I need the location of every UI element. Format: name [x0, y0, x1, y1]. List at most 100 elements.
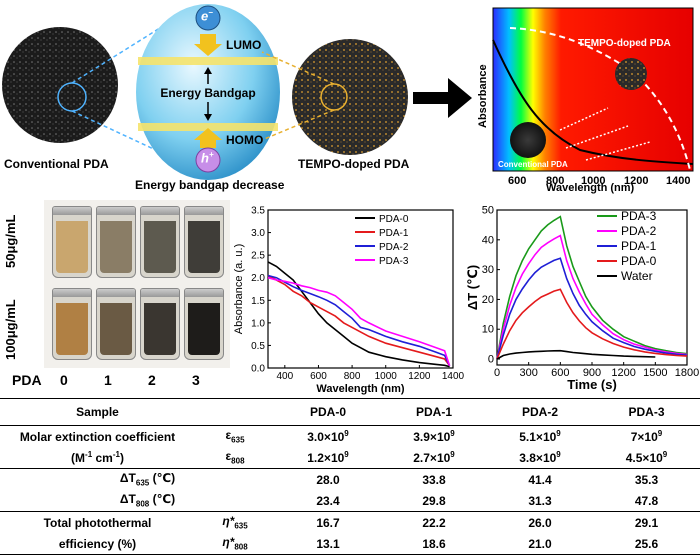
y-tick-label: 0.5	[251, 341, 265, 352]
legend-label: PDA-2	[621, 224, 657, 238]
x-tick-label: 900	[583, 367, 601, 379]
table-cell: 5.1×109	[519, 429, 561, 444]
y-tick-label: 20	[482, 294, 494, 306]
zoom-line-left-bottom	[71, 110, 161, 153]
header-pda0: PDA-0	[309, 405, 346, 419]
inset-tick-1400: 1400	[666, 175, 690, 187]
bandgap-caption: Energy bandgap decrease	[135, 178, 285, 192]
y-tick-label: 1.5	[251, 296, 265, 307]
tempo-pda-label: TEMPO-doped PDA	[298, 157, 410, 171]
series-line-PDA-0	[267, 261, 450, 368]
table-row-eta808: efficiency (%) η*808 13.1 18.6 21.0 25.6	[0, 533, 700, 555]
vials-row1-label: 50μg/mL	[3, 214, 18, 268]
table-row-eta635: Total photothermal η*635 16.7 22.2 26.0 …	[0, 511, 700, 534]
x-tick-label: 1200	[408, 371, 431, 382]
table-row-eps635: Molar extinction coefficient ε635 3.0×10…	[0, 425, 700, 448]
table-cell: 23.4	[316, 493, 340, 508]
plot-frame	[267, 209, 454, 369]
y-tick-label: 10	[482, 324, 494, 336]
dt635-label: ΔT635 (℃)	[119, 471, 176, 488]
series-line-PDA-2	[496, 234, 688, 360]
efficiency-label-1: Total photothermal	[43, 515, 152, 530]
vial-2-0	[52, 288, 92, 360]
inset-tick-1000: 1000	[581, 175, 605, 187]
legend-label: PDA-0	[379, 214, 409, 225]
series-line-PDA-2	[267, 274, 451, 367]
energy-sphere	[136, 4, 280, 180]
y-tick-label: 50	[482, 205, 494, 217]
x-tick-label: 1400	[442, 371, 465, 382]
conventional-pda-label: Conventional PDA	[4, 157, 109, 171]
vials-photo: 50μg/mL 100μg/mL PDA 0 1 2 3	[0, 200, 230, 398]
eta808-label: η*808	[222, 535, 248, 552]
table-cell: 21.0	[528, 536, 552, 551]
header-pda3: PDA-3	[628, 405, 665, 419]
vial-sample-3: 3	[192, 372, 200, 388]
table-cell: 1.2×109	[307, 450, 349, 465]
zoom-line-left-top	[71, 27, 161, 84]
homo-band	[138, 123, 278, 131]
y-tick-label: 3.5	[251, 206, 265, 217]
properties-table: Sample PDA-0 PDA-1 PDA-2 PDA-3 Molar ext…	[0, 398, 700, 555]
vial-1-1	[96, 206, 136, 278]
efficiency-label-2: efficiency (%)	[58, 536, 137, 551]
dt808-label: ΔT808 (℃)	[119, 492, 176, 509]
table-cell: 18.6	[422, 536, 446, 551]
vials-axis-label: PDA	[12, 372, 42, 388]
header-pda2: PDA-2	[521, 405, 558, 419]
vial-2-3	[184, 288, 224, 360]
legend-label: Water	[621, 269, 653, 283]
homo-label: HOMO	[226, 133, 264, 147]
table-cell: 7×109	[630, 429, 663, 444]
header-pda1: PDA-1	[415, 405, 452, 419]
series-line-PDA-3	[496, 215, 688, 360]
x-tick-label: 1000	[375, 371, 398, 382]
hole-label: h+	[201, 150, 214, 166]
vial-sample-2: 2	[148, 372, 156, 388]
bandgap-label: Energy Bandgap	[160, 86, 256, 100]
x-axis-label: Time (s)	[567, 377, 617, 392]
eps808-label: ε808	[225, 449, 245, 466]
y-tick-label: 0.0	[251, 364, 265, 375]
series-line-PDA-0	[496, 288, 688, 360]
big-right-arrow-icon	[413, 78, 472, 118]
x-tick-label: 800	[344, 371, 361, 382]
molar-unit: (M-1 cm-1)	[71, 450, 124, 465]
lumo-band	[138, 57, 278, 65]
table-cell: 16.7	[316, 515, 340, 530]
table-cell: 3.0×109	[307, 429, 349, 444]
x-tick-label: 400	[276, 371, 293, 382]
zoom-line-right-top	[261, 51, 335, 85]
tempo-pda-disc	[292, 39, 408, 155]
header-sample: Sample	[76, 405, 119, 419]
lumo-label: LUMO	[226, 38, 262, 52]
inset-tick-800: 800	[546, 175, 564, 187]
y-tick-label: 1.0	[251, 318, 265, 329]
y-axis-label: Absorbance (a. u.)	[233, 244, 245, 335]
table-cell: 13.1	[316, 536, 340, 551]
x-tick-label: 0	[494, 367, 500, 379]
x-tick-label: 600	[310, 371, 327, 382]
eta635-label: η*635	[222, 514, 248, 531]
table-cell: 25.6	[634, 536, 659, 551]
inset-tick-600: 600	[508, 175, 526, 187]
table-row-dt635: ΔT635 (℃) 28.0 33.8 41.4 35.3	[0, 468, 700, 491]
table-row-dt808: ΔT808 (℃) 23.4 29.8 31.3 47.8	[0, 490, 700, 512]
inset-tempo-disc	[615, 58, 647, 90]
vial-sample-0: 0	[60, 372, 68, 388]
x-tick-label: 1500	[643, 367, 667, 379]
eps635-label: ε635	[225, 428, 245, 445]
inset-dotted-arrows	[559, 107, 651, 161]
y-tick-label: 2.0	[251, 273, 265, 284]
vial-1-2	[140, 206, 180, 278]
legend-label: PDA-3	[379, 256, 409, 267]
table-cell: 35.3	[634, 472, 659, 487]
molar-label: Molar extinction coefficient	[19, 429, 176, 444]
inset-conventional-label: Conventional PDA	[498, 160, 568, 169]
table-cell: 4.5×109	[625, 450, 668, 465]
x-tick-label: 300	[519, 367, 537, 379]
table-cell: 2.7×109	[413, 450, 455, 465]
zoom-line-right-bottom	[261, 109, 335, 141]
table-cell: 28.0	[316, 472, 340, 487]
y-axis-label: ΔT (℃)	[465, 265, 480, 310]
